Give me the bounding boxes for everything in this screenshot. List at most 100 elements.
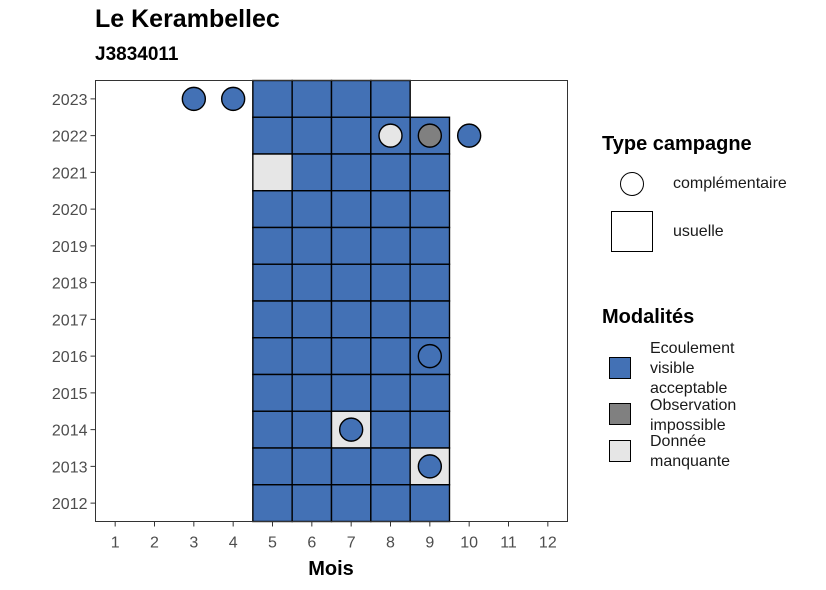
- tile-2020-6: [291, 190, 333, 229]
- legend-type-title: Type campagne: [602, 133, 752, 155]
- tile-2019-5: [252, 226, 293, 265]
- tile-2017-7: [330, 300, 372, 339]
- x-tick-label-11: 11: [500, 535, 517, 552]
- y-tick-label-2018: 2018: [52, 276, 88, 293]
- y-tick-label-2013: 2013: [52, 459, 88, 476]
- tile-2023-5: [252, 79, 293, 118]
- tile-2017-6: [291, 300, 333, 339]
- usual-campaign-tiles: [252, 79, 451, 523]
- y-tick-label-2016: 2016: [52, 349, 88, 366]
- y-tick-label-2023: 2023: [52, 92, 88, 109]
- tile-2013-6: [291, 447, 333, 486]
- y-tick-label-2020: 2020: [52, 202, 88, 219]
- tile-2016-7: [330, 337, 372, 376]
- tile-2013-8: [370, 447, 411, 486]
- tile-2021-5: [252, 153, 293, 192]
- tile-2020-7: [330, 190, 372, 229]
- x-tick-label-5: 5: [268, 535, 277, 552]
- legend-modality-ecoulement: Ecoulement visible acceptable: [650, 340, 735, 397]
- legend-type-usuelle: usuelle: [673, 223, 724, 240]
- point-2016-9: [417, 343, 443, 369]
- y-tick-label-2022: 2022: [52, 129, 88, 146]
- tile-2019-8: [370, 226, 411, 265]
- y-tick-label-2019: 2019: [52, 239, 88, 256]
- tile-2016-5: [252, 337, 293, 376]
- tile-2022-7: [330, 116, 372, 155]
- tile-2015-9: [409, 373, 451, 412]
- tile-2012-5: [252, 484, 293, 523]
- x-tick-label-10: 10: [460, 535, 478, 552]
- tile-2019-7: [330, 226, 372, 265]
- legend-square-icon: [611, 211, 653, 252]
- x-tick-label-9: 9: [425, 535, 434, 552]
- point-2014-7: [338, 417, 364, 442]
- point-2023-3: [181, 86, 207, 112]
- x-tick-label-2: 2: [150, 535, 159, 552]
- tile-2023-8: [370, 79, 411, 118]
- legend-swatch-ecoulement: [609, 357, 631, 379]
- tile-2014-9: [409, 410, 451, 449]
- x-tick-label-7: 7: [347, 535, 356, 552]
- chart-subtitle: J3834011: [95, 44, 179, 65]
- tile-2023-7: [330, 79, 372, 118]
- tile-2015-8: [370, 373, 411, 412]
- y-tick-label-2014: 2014: [52, 423, 88, 440]
- tile-2015-5: [252, 373, 293, 412]
- tile-2012-9: [409, 484, 451, 523]
- tile-2013-5: [252, 447, 293, 486]
- tile-2018-7: [330, 263, 372, 302]
- x-tick-label-3: 3: [189, 535, 198, 552]
- tile-2016-6: [291, 337, 333, 376]
- tile-2019-6: [291, 226, 333, 265]
- tile-2022-9: [409, 116, 451, 155]
- tile-2020-9: [409, 190, 451, 229]
- tile-2015-6: [291, 373, 333, 412]
- tile-2017-9: [409, 300, 451, 339]
- y-tick-label-2015: 2015: [52, 386, 88, 403]
- tile-2012-7: [330, 484, 372, 523]
- y-tick-label-2017: 2017: [52, 312, 88, 329]
- y-tick-label-2012: 2012: [52, 496, 88, 513]
- tile-2022-5: [252, 116, 293, 155]
- tile-2017-5: [252, 300, 293, 339]
- legend-modality-observation: Observation impossible: [650, 397, 737, 434]
- point-2022-9: [417, 123, 443, 148]
- tile-2022-6: [291, 116, 333, 155]
- x-tick-label-8: 8: [386, 535, 395, 552]
- tile-2018-5: [252, 263, 293, 302]
- tile-2014-8: [370, 410, 411, 449]
- tile-2012-6: [291, 484, 333, 523]
- plot-panel-border: [95, 80, 568, 522]
- point-2013-9: [417, 454, 443, 479]
- x-tick-label-12: 12: [539, 535, 557, 552]
- legend-circle-icon: [620, 172, 644, 196]
- legend-modality-title: Modalités: [602, 306, 695, 328]
- x-axis-title: Mois: [308, 558, 354, 580]
- tile-2023-6: [291, 79, 333, 118]
- tile-2015-7: [330, 373, 372, 412]
- tile-2013-7: [330, 447, 372, 486]
- tile-2014-5: [252, 410, 293, 449]
- x-tick-label-6: 6: [307, 535, 316, 552]
- tile-2018-9: [409, 263, 451, 302]
- legend-swatch-observation: [609, 403, 631, 425]
- point-2022-10: [456, 123, 482, 148]
- tile-2018-6: [291, 263, 333, 302]
- tile-2021-6: [291, 153, 333, 192]
- tile-2021-9: [409, 153, 451, 192]
- x-tick-label-1: 1: [111, 535, 120, 552]
- legend-swatch-manquante: [609, 440, 631, 462]
- legend-type-complementaire: complémentaire: [673, 175, 787, 192]
- tile-2016-8: [370, 337, 411, 376]
- y-tick-label-2021: 2021: [52, 165, 88, 182]
- tile-2017-8: [370, 300, 411, 339]
- tile-2018-8: [370, 263, 411, 302]
- tile-2014-6: [291, 410, 333, 449]
- axes: 1 2 3 4 5 6 7 8 9 10 11 122023202220212020201920182…: [52, 92, 557, 552]
- tile-2021-7: [330, 153, 372, 192]
- legend-modality-manquante: Donnée manquante: [650, 433, 731, 470]
- chart-title: Le Kerambellec: [95, 5, 280, 33]
- complementary-campaign-points: [181, 86, 482, 479]
- tile-2021-8: [370, 153, 411, 192]
